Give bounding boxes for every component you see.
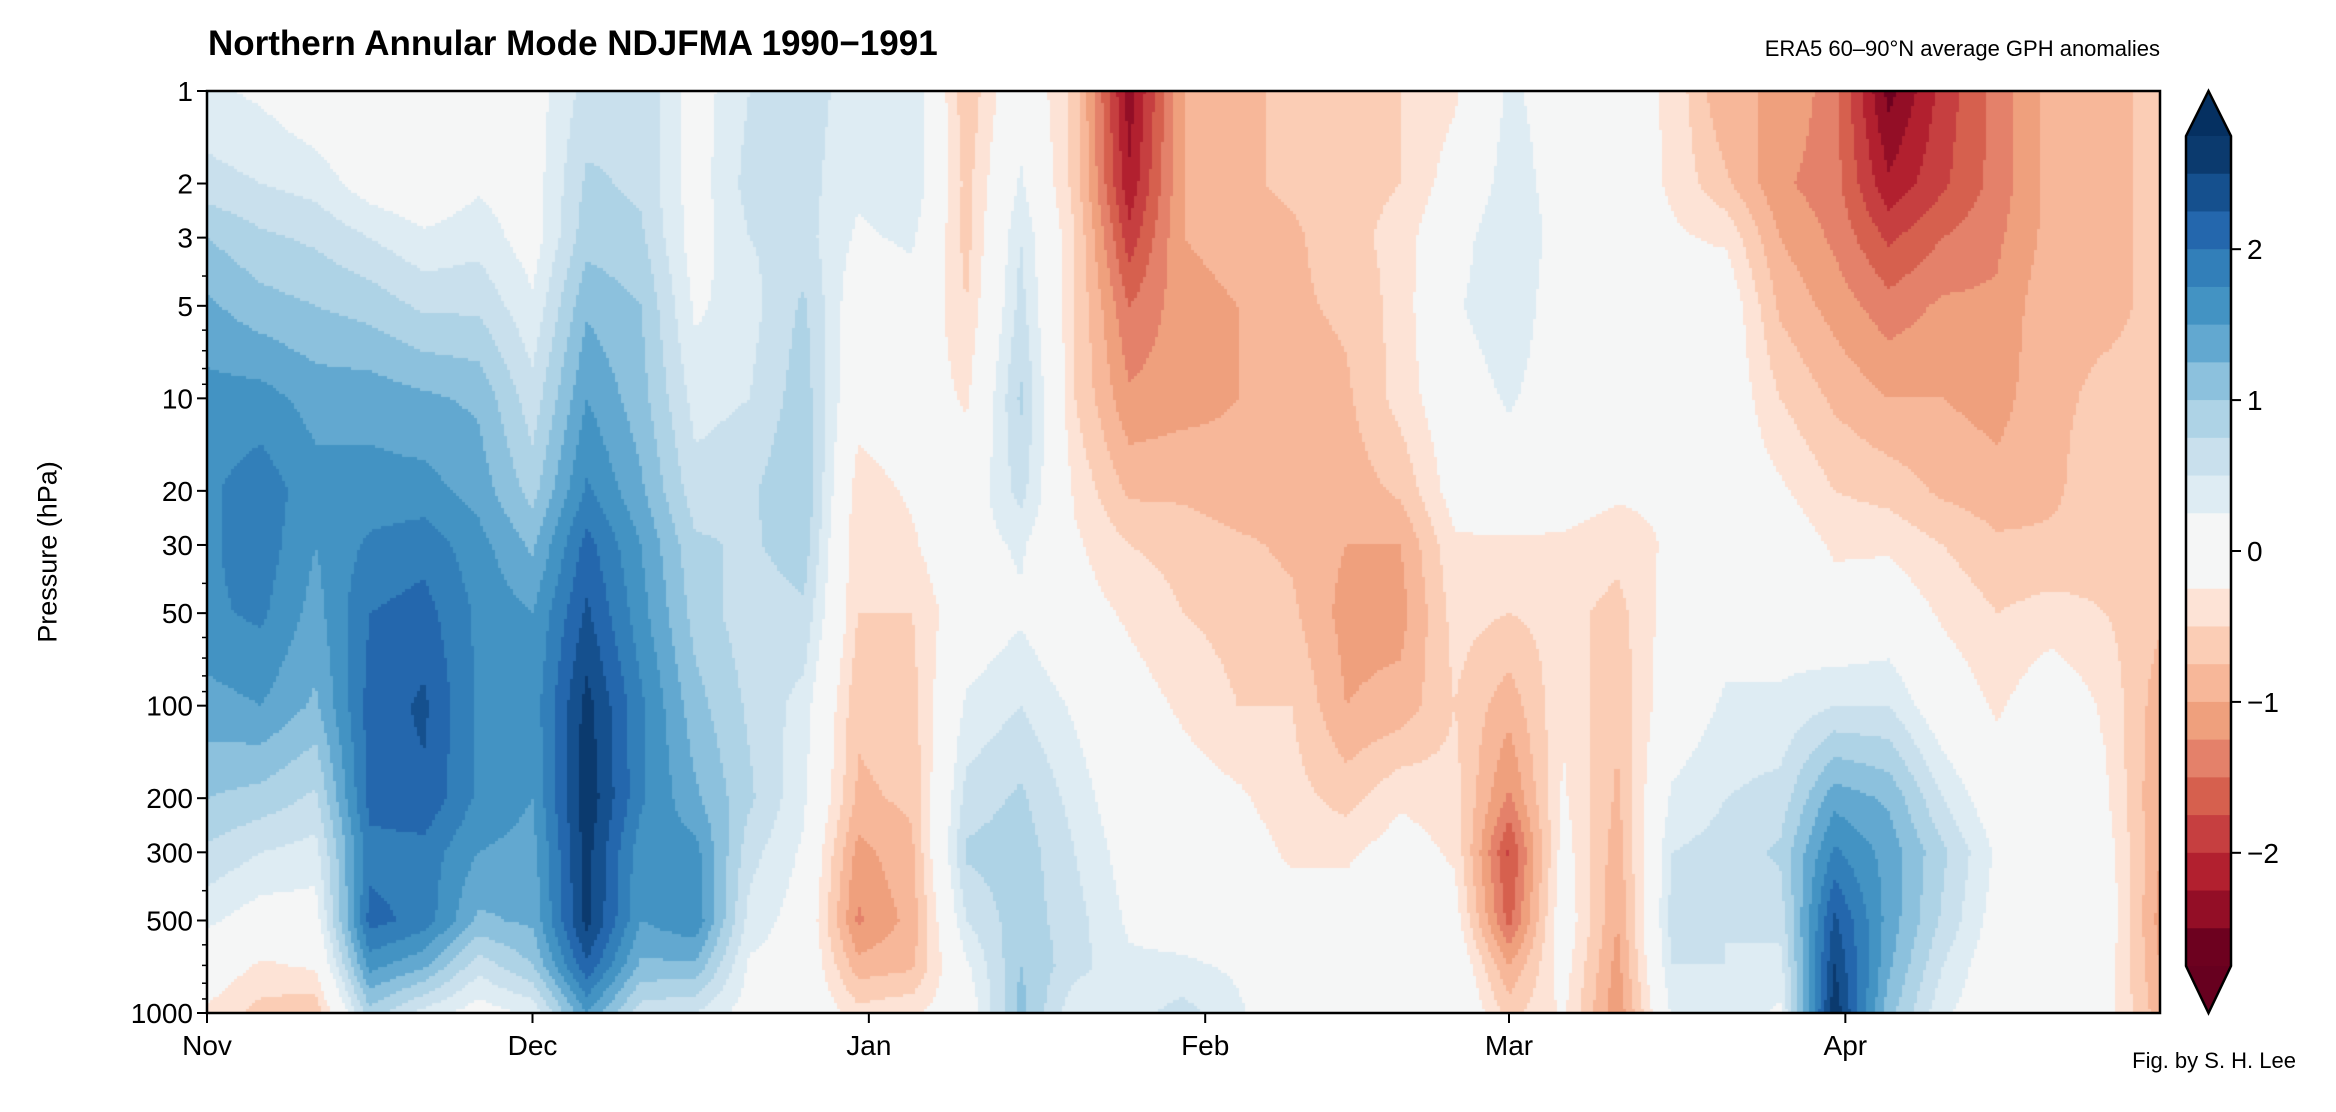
- colorbar-band: [2186, 400, 2231, 439]
- x-tick-label: Mar: [1485, 1030, 1533, 1061]
- x-tick-label: Nov: [182, 1030, 232, 1061]
- y-tick-label: 100: [146, 691, 193, 722]
- colorbar-band: [2186, 664, 2231, 703]
- colorbar-tick-label: 1: [2247, 385, 2263, 416]
- colorbar-band: [2186, 286, 2231, 326]
- y-tick-label: 1000: [131, 998, 193, 1029]
- x-tick-label: Dec: [508, 1030, 558, 1061]
- contour-field: [207, 91, 2160, 1013]
- colorbar-band: [2186, 551, 2231, 590]
- colorbar-band: [2186, 852, 2231, 892]
- colorbar-extend-low: [2186, 966, 2231, 1013]
- y-tick-label: 1: [177, 76, 193, 107]
- x-tick-label: Feb: [1181, 1030, 1229, 1061]
- chart-title: Northern Annular Mode NDJFMA 1990−1991: [208, 24, 938, 63]
- y-tick-label: 3: [177, 223, 193, 254]
- y-tick-label: 20: [162, 476, 193, 507]
- x-tick-label: Apr: [1824, 1030, 1868, 1061]
- y-tick-label: 200: [146, 783, 193, 814]
- colorbar-band: [2186, 324, 2231, 363]
- y-tick-label: 5: [177, 291, 193, 322]
- y-tick-label: 500: [146, 905, 193, 936]
- y-tick-label: 10: [162, 383, 193, 414]
- colorbar-band: [2186, 701, 2231, 741]
- colorbar-band: [2186, 928, 2231, 967]
- colorbar-band: [2186, 475, 2231, 514]
- colorbar-tick-label: −2: [2247, 838, 2279, 869]
- y-tick-label: 50: [162, 598, 193, 629]
- x-tick-label: Jan: [846, 1030, 891, 1061]
- colorbar-band: [2186, 362, 2231, 401]
- y-tick-label: 30: [162, 530, 193, 561]
- colorbar-band: [2186, 513, 2231, 552]
- chart-subtitle: ERA5 60–90°N average GPH anomalies: [1764, 36, 2160, 61]
- colorbar-extend-high: [2186, 91, 2231, 136]
- colorbar-band: [2186, 739, 2231, 778]
- colorbar-band: [2186, 249, 2231, 288]
- colorbar-band: [2186, 136, 2231, 175]
- colorbar-tick-label: 0: [2247, 536, 2263, 567]
- colorbar-band: [2186, 777, 2231, 816]
- colorbar-tick-label: −1: [2247, 687, 2279, 718]
- colorbar-tick-label: 2: [2247, 234, 2263, 265]
- plot-frame: [205, 89, 2162, 1015]
- colorbar-band: [2186, 890, 2231, 929]
- colorbar-band: [2186, 815, 2231, 854]
- colorbar-band: [2186, 437, 2231, 477]
- y-tick-label: 300: [146, 837, 193, 868]
- colorbar-outline: [2184, 88, 2233, 1016]
- figure-credit: Fig. by S. H. Lee: [2132, 1048, 2296, 1073]
- colorbar-band: [2186, 626, 2231, 665]
- colorbar-band: [2186, 211, 2231, 250]
- colorbar-band: [2186, 173, 2231, 212]
- colorbar-band: [2186, 588, 2231, 627]
- y-tick-label: 2: [177, 169, 193, 200]
